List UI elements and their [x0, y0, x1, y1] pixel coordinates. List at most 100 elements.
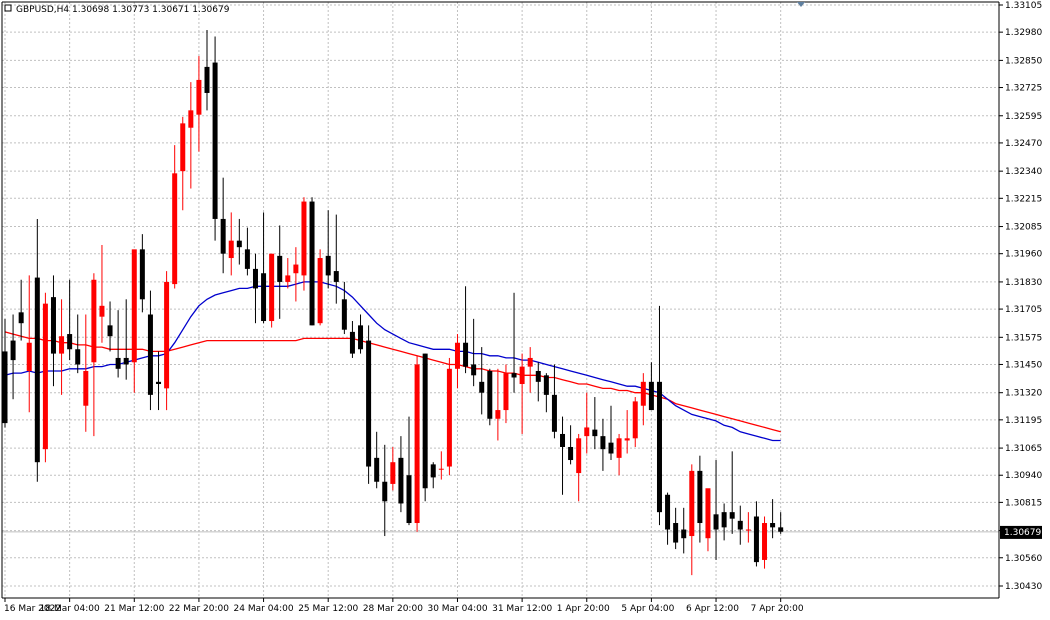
candle-body [721, 512, 727, 528]
candle-body [333, 271, 339, 282]
candle [406, 416, 412, 526]
candle-body [123, 357, 129, 365]
y-tick-label: 1.32215 [1005, 194, 1042, 204]
candle-body [366, 340, 372, 467]
x-tick-label: 6 Apr 12:00 [686, 604, 739, 614]
candle-body [471, 364, 477, 376]
y-tick-label: 1.31450 [1005, 360, 1042, 370]
candle [293, 247, 299, 302]
candle [463, 286, 469, 374]
candle-body [252, 268, 258, 289]
candle [196, 56, 202, 152]
y-tick-label: 1.31960 [1005, 250, 1042, 260]
candle [10, 314, 16, 400]
x-tick-label: 31 Mar 12:00 [492, 604, 552, 614]
candle-body [430, 464, 436, 478]
current-price-label: 1.30679 [1004, 528, 1041, 538]
candle [398, 436, 404, 513]
candle-body [2, 351, 8, 424]
y-tick-label: 1.31575 [1005, 333, 1042, 343]
candle-layer [2, 29, 784, 576]
candle-body [18, 312, 24, 324]
candle-body [479, 381, 485, 393]
candle [648, 362, 654, 411]
candle-body [301, 201, 307, 276]
candle-body [762, 523, 768, 560]
candle-body [139, 249, 145, 300]
y-tick-label: 1.32085 [1005, 223, 1042, 233]
candle [487, 368, 493, 426]
candle [511, 292, 517, 393]
candle [147, 290, 153, 411]
candle [99, 245, 105, 343]
candle [18, 279, 24, 341]
candle [471, 318, 477, 387]
candle [139, 234, 145, 313]
candle-body [26, 342, 32, 371]
candle-body [454, 342, 460, 369]
x-tick-label: 7 Apr 20:00 [751, 604, 804, 614]
candle [762, 516, 768, 569]
candle [527, 347, 533, 393]
candle [301, 197, 307, 291]
candle [656, 305, 662, 526]
candle-body [511, 373, 517, 378]
candle-body [600, 436, 606, 450]
candle [414, 355, 420, 532]
candle-body [503, 373, 509, 411]
candle-body [83, 370, 89, 406]
candle [220, 177, 226, 274]
candle-body [115, 357, 121, 369]
candle [430, 462, 436, 489]
candle [608, 405, 614, 461]
candle-body [745, 529, 751, 531]
candle [576, 433, 582, 502]
candle [325, 210, 331, 289]
candle [770, 499, 776, 539]
candle [479, 347, 485, 415]
candle [689, 464, 695, 576]
candle [42, 292, 48, 463]
candle-body [673, 523, 679, 543]
candle [422, 353, 428, 502]
candle [713, 460, 719, 560]
candle-body [172, 173, 178, 285]
candle-body [75, 349, 81, 365]
ohlc-readout: 1.30698 1.30773 1.30671 1.30679 [72, 5, 230, 15]
candle [778, 512, 784, 534]
candle [535, 362, 541, 402]
candle-body [705, 488, 711, 539]
candle-body [656, 381, 662, 513]
candle-body [495, 410, 501, 419]
candle [616, 433, 622, 476]
y-tick-label: 1.31195 [1005, 416, 1042, 426]
candle [59, 299, 65, 395]
y-tick-label: 1.33105 [1005, 1, 1042, 11]
candle-body [188, 110, 194, 128]
candle-body [737, 520, 743, 530]
candle [374, 431, 380, 489]
candle [503, 364, 509, 424]
x-tick-label: 30 Mar 04:00 [427, 604, 487, 614]
candle-body [285, 275, 291, 282]
y-tick-label: 1.32725 [1005, 84, 1042, 94]
candle [382, 444, 388, 537]
candle-body [753, 516, 759, 563]
candle-body [697, 470, 703, 524]
x-tick-label: 18 Mar 04:00 [40, 604, 100, 614]
candle-body [261, 273, 267, 322]
candle [681, 507, 687, 554]
candle [366, 325, 372, 484]
candle-body [382, 481, 388, 502]
candle [729, 451, 735, 534]
candle-body [59, 336, 65, 354]
candle-body [624, 438, 630, 441]
candle-body [568, 446, 574, 461]
candle-body [293, 264, 299, 274]
scroll-marker-icon[interactable] [797, 2, 805, 7]
candle-body [236, 240, 242, 248]
candle-body [390, 462, 396, 484]
